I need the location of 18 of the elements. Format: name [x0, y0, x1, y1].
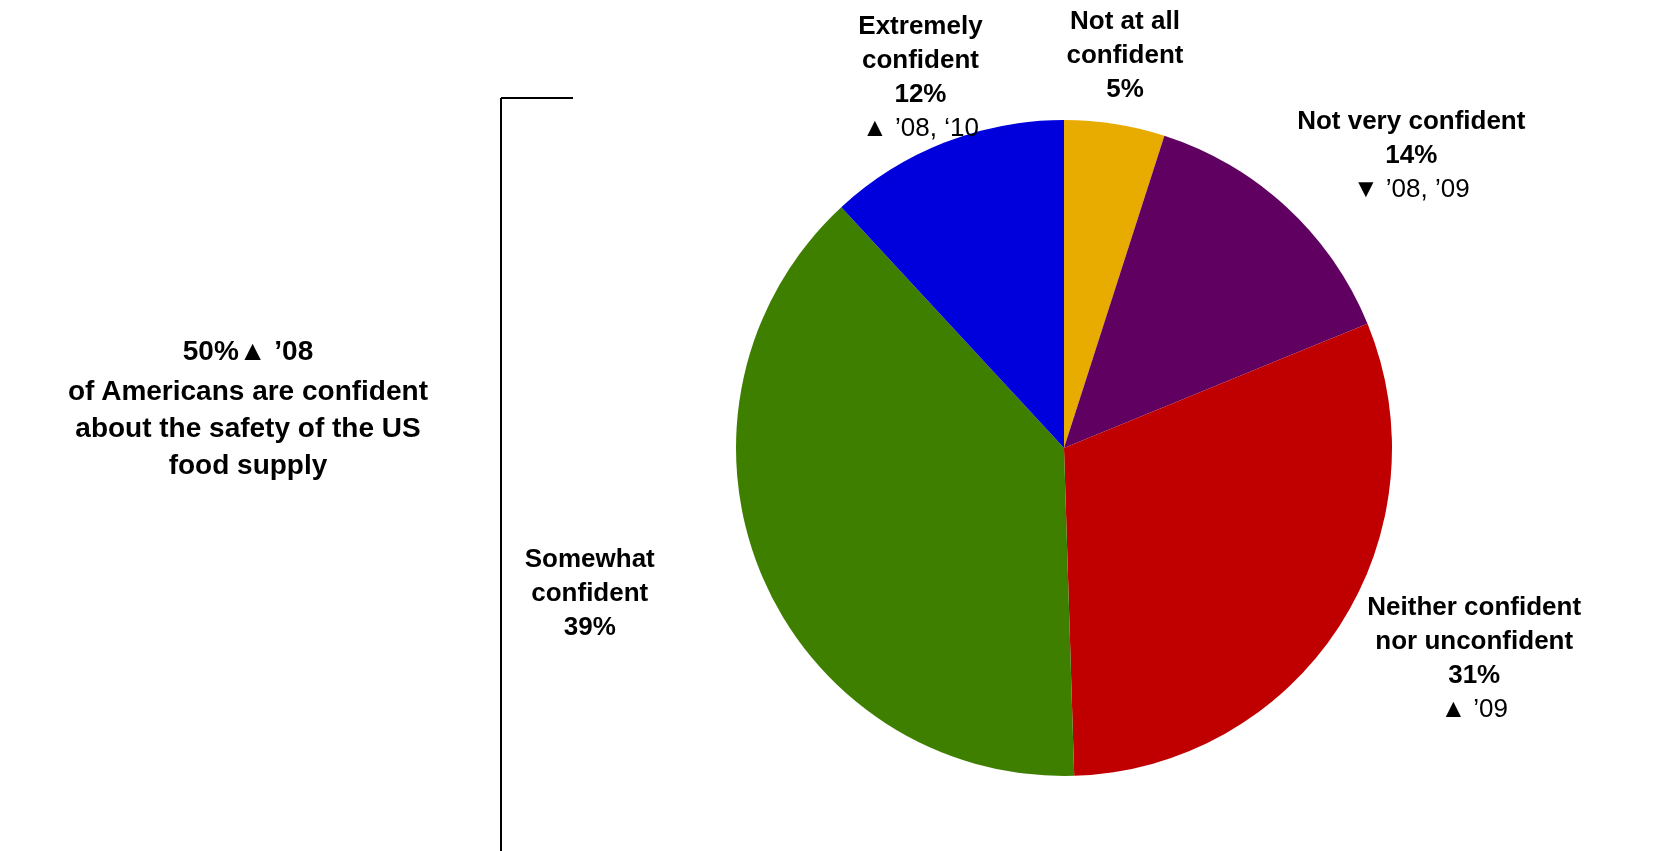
data-label: 12% — [894, 78, 947, 109]
text: 50%▲ ’08 — [182, 335, 314, 366]
text: ▲ ’09 — [1440, 693, 1509, 723]
pie-slice — [841, 120, 1064, 448]
data-label: 39% — [563, 611, 616, 642]
data-label: 31% — [1448, 659, 1501, 689]
slice-label: Not at all confident — [1066, 4, 1184, 69]
data-label: 14% — [1385, 138, 1438, 169]
pie-slice — [1064, 120, 1165, 448]
data-label: 5% — [1106, 72, 1144, 103]
pie-slice — [736, 207, 1075, 776]
slice-label: Not very confident — [1297, 104, 1526, 135]
text: of Americans are confident about the safety of the US food supply — [68, 375, 428, 480]
slice-label: Somewhat confident — [524, 543, 656, 608]
slice-label: Neither confident nor unconfident — [1367, 591, 1582, 655]
text: ▼ ’08, ’09 — [1352, 172, 1470, 203]
text: ▲ ’08, ‘10 — [862, 112, 979, 143]
slice-label: Extremely confident — [858, 10, 984, 75]
